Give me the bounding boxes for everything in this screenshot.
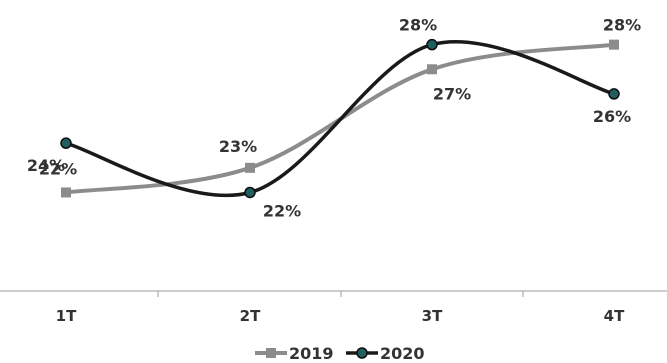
data-point-2020 [244,186,256,199]
data-label-2019: 23% [219,137,257,156]
data-label-2020: 22% [263,201,301,220]
legend-label: 2019 [289,344,334,363]
data-point-2020 [60,137,72,149]
x-tick-label: 3T [422,307,443,325]
data-point-2020 [608,88,620,100]
data-point-2019 [427,64,437,75]
x-tick-label: 1T [56,307,77,325]
legend-swatch-marker [356,347,368,359]
legend-swatch-marker [266,348,276,358]
x-tick-label: 4T [604,307,625,325]
data-point-2019 [245,162,255,173]
data-label-2019: 28% [603,16,641,35]
legend: 2019 2020 [255,344,425,363]
x-tick-label: 2T [240,307,261,325]
data-label-2019: 27% [433,84,471,103]
legend-item-2019: 2019 [255,344,334,363]
x-axis: 1T 2T 3T 4T [0,290,667,325]
data-point-2020 [426,38,438,51]
data-label-2020: 26% [593,107,631,126]
data-point-2019 [61,187,71,198]
legend-item-2020: 2020 [346,344,425,363]
data-point-2019 [609,39,619,50]
data-label-2020: 28% [399,16,437,35]
legend-label: 2020 [380,344,425,363]
data-labels: 22%23%27%28%24%22%28%26% [27,16,641,221]
series-line-2020 [64,39,616,198]
plot-area [60,38,620,199]
data-label-2020: 24% [27,156,65,175]
data-label-2019: 22% [39,159,77,178]
